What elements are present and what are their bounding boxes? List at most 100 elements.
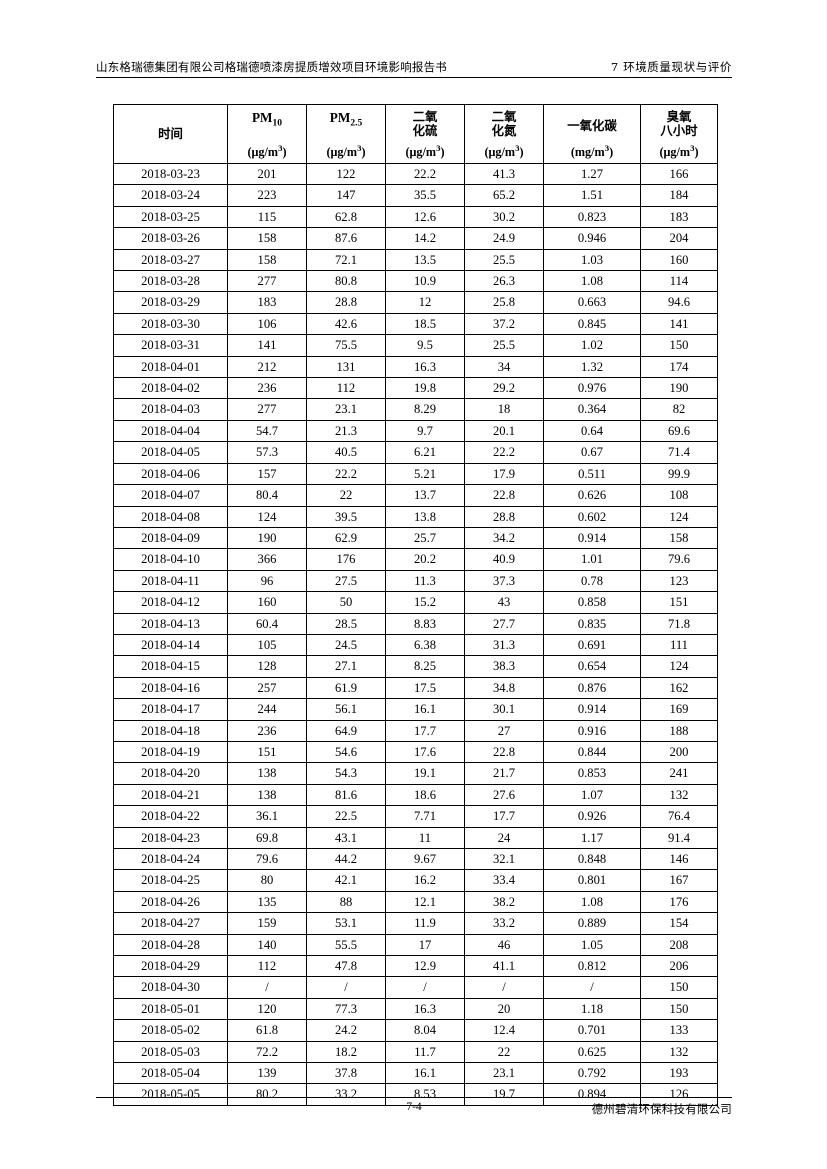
cell-no2: / — [464, 976, 544, 999]
cell-co: 1.17 — [543, 826, 641, 850]
cell-pm10: 141 — [227, 334, 307, 357]
table-row: 2018-04-04 54.7 21.3 9.7 20.1 0.64 69.6 — [113, 419, 718, 443]
column-header-pm10-unit: (μg/m3) — [247, 142, 287, 159]
column-header-so2-label: 二氧 化硫 — [412, 109, 438, 139]
cell-no2: 28.8 — [464, 505, 544, 528]
cell-so2: 10.9 — [385, 270, 465, 293]
cell-pm10: 72.2 — [227, 1040, 307, 1064]
cell-no2: 31.3 — [464, 633, 544, 657]
cell-pm25: 56.1 — [306, 698, 386, 721]
cell-o3: 111 — [640, 633, 718, 657]
cell-date: 2018-04-12 — [113, 591, 228, 614]
column-header-date-label: 时间 — [158, 125, 183, 141]
table-row: 2018-04-17 244 56.1 16.1 30.1 0.914 169 — [113, 698, 718, 721]
cell-co: 0.663 — [543, 291, 641, 314]
cell-so2: 12.9 — [385, 955, 465, 978]
cell-pm25: 40.5 — [306, 441, 386, 464]
cell-o3: 141 — [640, 312, 718, 336]
cell-no2: 23.1 — [464, 1062, 544, 1085]
cell-o3: 241 — [640, 762, 718, 785]
table-row: 2018-03-25 115 62.8 12.6 30.2 0.823 183 — [113, 205, 718, 229]
cell-date: 2018-04-25 — [113, 869, 228, 892]
table-body: 2018-03-23 201 122 22.2 41.3 1.27 166 2018-03-2… — [113, 162, 718, 1106]
cell-pm25: 87.6 — [306, 227, 386, 250]
cell-o3: 150 — [640, 997, 718, 1021]
cell-o3: 162 — [640, 676, 718, 700]
cell-so2: 7.71 — [385, 805, 465, 828]
cell-pm25: 42.1 — [306, 869, 386, 892]
cell-pm10: 138 — [227, 783, 307, 807]
cell-pm25: 44.2 — [306, 847, 386, 871]
table-row: 2018-04-08 124 39.5 13.8 28.8 0.602 124 — [113, 505, 718, 528]
cell-so2: 15.2 — [385, 591, 465, 614]
cell-pm10: 151 — [227, 740, 307, 764]
cell-so2: 13.5 — [385, 248, 465, 272]
cell-pm10: 36.1 — [227, 805, 307, 828]
cell-so2: 12 — [385, 291, 465, 314]
table-row: 2018-03-27 158 72.1 13.5 25.5 1.03 160 — [113, 248, 718, 272]
cell-pm25: 23.1 — [306, 398, 386, 421]
table-row: 2018-04-20 138 54.3 19.1 21.7 0.853 241 — [113, 762, 718, 785]
cell-so2: 9.7 — [385, 419, 465, 443]
cell-pm25: 62.9 — [306, 526, 386, 550]
table-header-row: 时间 PM10 (μg/m3) PM2.5 (μg/m3) — [113, 104, 718, 164]
cell-date: 2018-05-02 — [113, 1019, 228, 1042]
cell-co: 1.08 — [543, 890, 641, 914]
cell-co: 0.876 — [543, 676, 641, 700]
cell-no2: 65.2 — [464, 184, 544, 207]
cell-date: 2018-04-22 — [113, 805, 228, 828]
table-row: 2018-03-24 223 147 35.5 65.2 1.51 184 — [113, 184, 718, 207]
cell-no2: 38.2 — [464, 890, 544, 914]
cell-no2: 29.2 — [464, 377, 544, 400]
cell-date: 2018-04-28 — [113, 933, 228, 957]
cell-pm25: 47.8 — [306, 955, 386, 978]
cell-no2: 24 — [464, 826, 544, 850]
cell-date: 2018-03-31 — [113, 334, 228, 357]
cell-no2: 27.7 — [464, 612, 544, 635]
cell-pm25: 77.3 — [306, 997, 386, 1021]
table-row: 2018-04-02 236 112 19.8 29.2 0.976 190 — [113, 377, 718, 400]
cell-pm10: 159 — [227, 912, 307, 935]
cell-date: 2018-04-04 — [113, 419, 228, 443]
cell-co: 0.625 — [543, 1040, 641, 1064]
cell-o3: 71.8 — [640, 612, 718, 635]
cell-pm10: 79.6 — [227, 847, 307, 871]
cell-o3: 190 — [640, 377, 718, 400]
cell-so2: 9.5 — [385, 334, 465, 357]
cell-so2: 20.2 — [385, 548, 465, 571]
cell-co: 0.914 — [543, 526, 641, 550]
cell-pm25: 27.5 — [306, 569, 386, 593]
column-header-pm25-label: PM2.5 — [329, 110, 363, 129]
cell-pm10: 139 — [227, 1062, 307, 1085]
cell-pm25: 81.6 — [306, 783, 386, 807]
cell-pm10: 61.8 — [227, 1019, 307, 1042]
cell-pm25: 176 — [306, 548, 386, 571]
cell-co: 0.801 — [543, 869, 641, 892]
cell-so2: 11.7 — [385, 1040, 465, 1064]
cell-so2: 17 — [385, 933, 465, 957]
table-row: 2018-03-29 183 28.8 12 25.8 0.663 94.6 — [113, 291, 718, 314]
cell-pm25: 122 — [306, 162, 386, 186]
cell-o3: 200 — [640, 740, 718, 764]
cell-o3: 184 — [640, 184, 718, 207]
cell-o3: 124 — [640, 505, 718, 528]
cell-date: 2018-04-08 — [113, 505, 228, 528]
cell-so2: 18.6 — [385, 783, 465, 807]
table-row: 2018-05-03 72.2 18.2 11.7 22 0.625 132 — [113, 1040, 718, 1064]
cell-so2: 9.67 — [385, 847, 465, 871]
cell-so2: 13.8 — [385, 505, 465, 528]
cell-co: 1.51 — [543, 184, 641, 207]
cell-co: 0.844 — [543, 740, 641, 764]
cell-co: 0.602 — [543, 505, 641, 528]
cell-pm10: 60.4 — [227, 612, 307, 635]
cell-o3: 76.4 — [640, 805, 718, 828]
table-row: 2018-04-19 151 54.6 17.6 22.8 0.844 200 — [113, 740, 718, 764]
footer-company-name: 德州碧清环保科技有限公司 — [591, 1102, 732, 1116]
cell-so2: 8.83 — [385, 612, 465, 635]
cell-pm25: 131 — [306, 355, 386, 379]
cell-no2: 26.3 — [464, 270, 544, 293]
cell-pm25: 28.5 — [306, 612, 386, 635]
table-row: 2018-04-13 60.4 28.5 8.83 27.7 0.835 71.8 — [113, 612, 718, 635]
cell-so2: 16.3 — [385, 355, 465, 379]
